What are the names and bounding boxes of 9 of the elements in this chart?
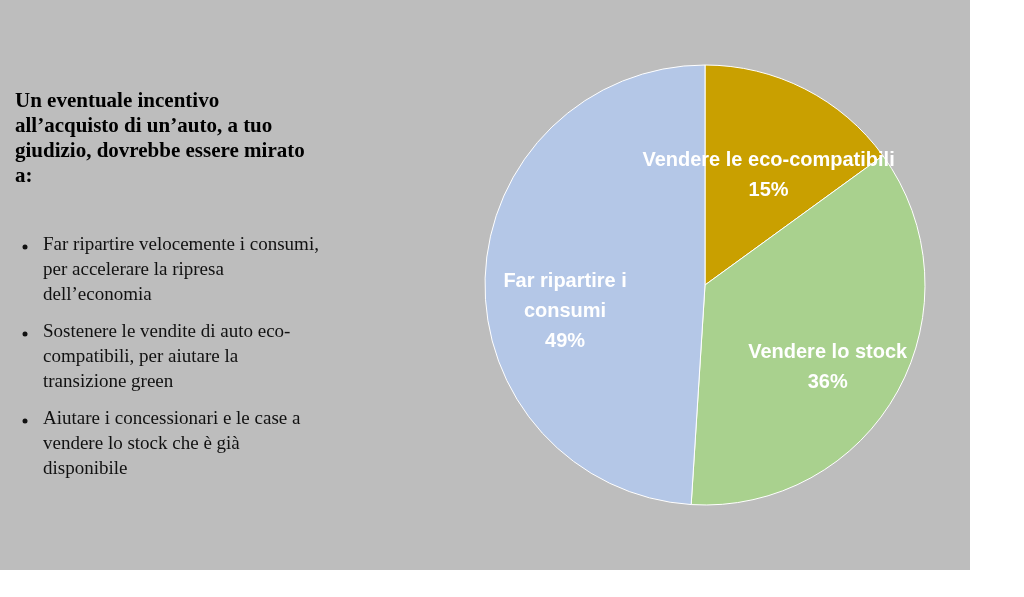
slice-label: Vendere lo stock <box>748 340 909 363</box>
text: Sostenere le vendite di auto eco-compatibili, per aiutare la transizione green <box>43 320 291 391</box>
text: Aiutare i concessionari e le case a vendere lo stock che è già disponibile <box>43 407 301 478</box>
text: Far ripartire velocemente i consumi, per accelerare la ripresa dell’economia <box>43 233 319 304</box>
data-label: 49% <box>545 328 586 351</box>
text: Un eventuale incentivo all’acquisto di un’auto, a tuo giudizio, dovrebbe essere mirato a: <box>15 88 305 187</box>
slice-label: Far ripartire i consumi <box>503 268 627 321</box>
data-label: 15% <box>748 178 789 201</box>
data-label: 36% <box>807 370 848 393</box>
